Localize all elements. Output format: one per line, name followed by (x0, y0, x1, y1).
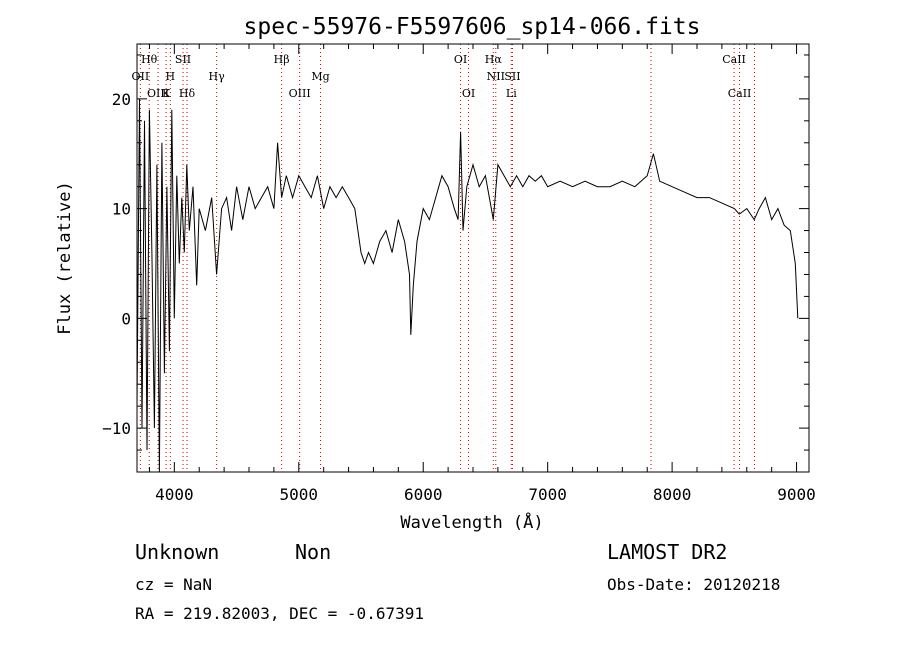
line-label: OII (132, 70, 150, 83)
line-label: OIII (289, 87, 311, 100)
y-tick-label: 20 (112, 90, 131, 109)
line-label: Li (506, 87, 517, 100)
line-label: OI (462, 87, 475, 100)
x-tick-label: 7000 (528, 485, 567, 504)
y-tick-label: −10 (102, 419, 131, 438)
x-tick-label: 9000 (777, 485, 816, 504)
line-label: Hβ (274, 53, 290, 66)
class-label: Unknown (135, 540, 219, 564)
line-label: NII (487, 70, 505, 83)
line-label: Hθ (141, 53, 158, 66)
subclass-label: Non (295, 540, 331, 564)
line-label: SII (175, 53, 191, 66)
line-label: H (166, 70, 176, 83)
x-tick-label: 5000 (280, 485, 319, 504)
chart-title: spec-55976-F5597606_sp14-066.fits (244, 14, 701, 40)
x-tick-label: 4000 (155, 485, 194, 504)
line-label: Hγ (209, 70, 226, 83)
spectrum-layer (136, 98, 799, 473)
radec-label: RA = 219.82003, DEC = -0.67391 (135, 604, 424, 623)
obs-date-label: Obs-Date: 20120218 (607, 575, 780, 594)
line-label: Hα (485, 53, 503, 66)
cz-label: cz = NaN (135, 575, 212, 594)
line-label: SII (504, 70, 520, 83)
y-axis-label: Flux (relative) (55, 181, 75, 335)
line-label: CaII (728, 87, 752, 100)
line-label: K (162, 87, 171, 100)
spectrum-line (136, 98, 799, 473)
y-tick-label: 10 (112, 200, 131, 219)
line-label: Hδ (179, 87, 196, 100)
axis-ticks: 4000 5000 6000 7000 8000 9000 −10 0 10 20 (102, 44, 816, 504)
line-label: CaII (722, 53, 746, 66)
x-tick-label: 6000 (404, 485, 443, 504)
line-label: OIII (147, 87, 169, 100)
line-guides (139, 44, 755, 472)
plot-frame (136, 43, 810, 473)
x-tick-label: 8000 (653, 485, 692, 504)
line-label: OI (454, 53, 467, 66)
survey-label: LAMOST DR2 (607, 540, 727, 564)
y-tick-label: 0 (121, 309, 131, 328)
x-axis-label: Wavelength (Å) (400, 511, 543, 533)
line-label: Mg (311, 70, 329, 83)
